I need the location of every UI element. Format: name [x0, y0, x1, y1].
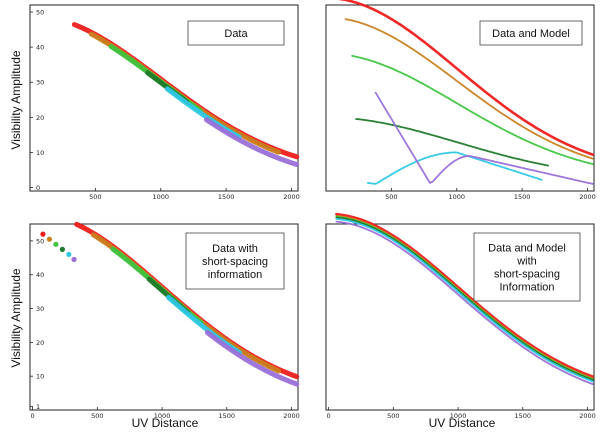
- y-tick-label: 50: [36, 237, 44, 245]
- y-tick-label: 20: [36, 114, 44, 122]
- x-tick-label: 1500: [219, 412, 236, 420]
- x-tick-label: 1500: [515, 412, 532, 420]
- x-tick-label: 2000: [283, 412, 300, 420]
- x-tick-label: 500: [91, 412, 103, 420]
- series-darkgreen: [355, 118, 550, 167]
- series-darkgreen: [335, 216, 594, 381]
- series-purple: [204, 330, 300, 387]
- panel-bottom-right: 0 500 1000 1500 2000 Data and Modelwithshort-…: [325, 212, 596, 420]
- x-tick-label: 1000: [154, 412, 171, 420]
- series-green: [351, 55, 594, 165]
- y-tick-label: 10: [36, 373, 44, 381]
- y-axis-title-bottom: Visibility Amplitude: [9, 268, 23, 367]
- y-tick-label: 1: [36, 403, 40, 411]
- x-tick-label: 1000: [450, 412, 467, 420]
- legend-box: [185, 232, 285, 290]
- legend-box: [187, 20, 285, 46]
- x-axis-title-right: UV Distance: [429, 416, 496, 430]
- legend-text: Information: [499, 282, 554, 294]
- series-red: [338, 0, 595, 156]
- short-spacing-point-darkgreen: [59, 246, 65, 252]
- x-tick-label: 2000: [283, 193, 300, 201]
- series-purple: [204, 117, 300, 167]
- plot-frame: [29, 223, 299, 411]
- series-red: [335, 212, 595, 378]
- legend-text: Data and Model: [492, 28, 570, 40]
- y-tick-label: 50: [36, 9, 44, 17]
- legend-text: Data: [224, 28, 248, 40]
- x-tick-label: 0: [327, 412, 331, 420]
- short-spacing-point-cyan: [66, 251, 72, 258]
- x-tick-label: 0: [31, 412, 35, 420]
- legend-text: short-spacing: [494, 269, 560, 281]
- series-orange: [344, 18, 594, 160]
- short-spacing-point-orange: [46, 236, 53, 242]
- legend-box: [479, 20, 583, 46]
- x-axis-title-left: UV Distance: [132, 416, 199, 430]
- x-tick-label: 1500: [514, 193, 531, 201]
- panel-top-left: 500 1000 1500 2000 0 10 20 30 40 50 Data: [29, 4, 300, 201]
- x-tick-label: 500: [89, 193, 101, 201]
- series-purple: [335, 220, 594, 386]
- legend-text: information: [208, 269, 262, 281]
- y-tick-label: 40: [36, 271, 44, 279]
- panel-top-right: 500 1000 1500 2000 Data and Model: [325, 0, 596, 201]
- x-tick-label: 500: [387, 412, 399, 420]
- series-cyan: [335, 217, 594, 383]
- series-cyan: [366, 151, 543, 185]
- x-tick-label: 1000: [448, 193, 465, 201]
- short-spacing-point-red: [40, 231, 46, 237]
- legend-box: [473, 232, 581, 302]
- x-tick-label: 500: [385, 193, 397, 201]
- short-spacing-point-purple: [71, 256, 77, 263]
- legend-text: Data and Model: [488, 243, 566, 255]
- y-tick-label: 30: [36, 79, 44, 87]
- series-purple: [374, 91, 594, 185]
- x-tick-label: 1000: [152, 193, 169, 201]
- panel-bottom-left: 0 500 1000 1500 2000 1 10 20 30 40 50 Data withshor…: [29, 221, 300, 420]
- x-tick-label: 2000: [579, 193, 596, 201]
- legend-text: with: [516, 256, 537, 268]
- legend-text: Data with: [212, 243, 258, 255]
- x-tick-label: 1500: [218, 193, 235, 201]
- y-axis-title-top: Visibility Amplitude: [9, 50, 23, 149]
- x-tick-label: 2000: [579, 412, 596, 420]
- y-tick-label: 40: [36, 44, 44, 52]
- y-tick-label: 0: [36, 184, 40, 192]
- legend-text: short-spacing: [202, 256, 268, 268]
- y-tick-label: 30: [36, 305, 44, 313]
- y-tick-label: 20: [36, 339, 44, 347]
- y-tick-label: 10: [36, 149, 44, 157]
- short-spacing-point-green: [53, 241, 59, 247]
